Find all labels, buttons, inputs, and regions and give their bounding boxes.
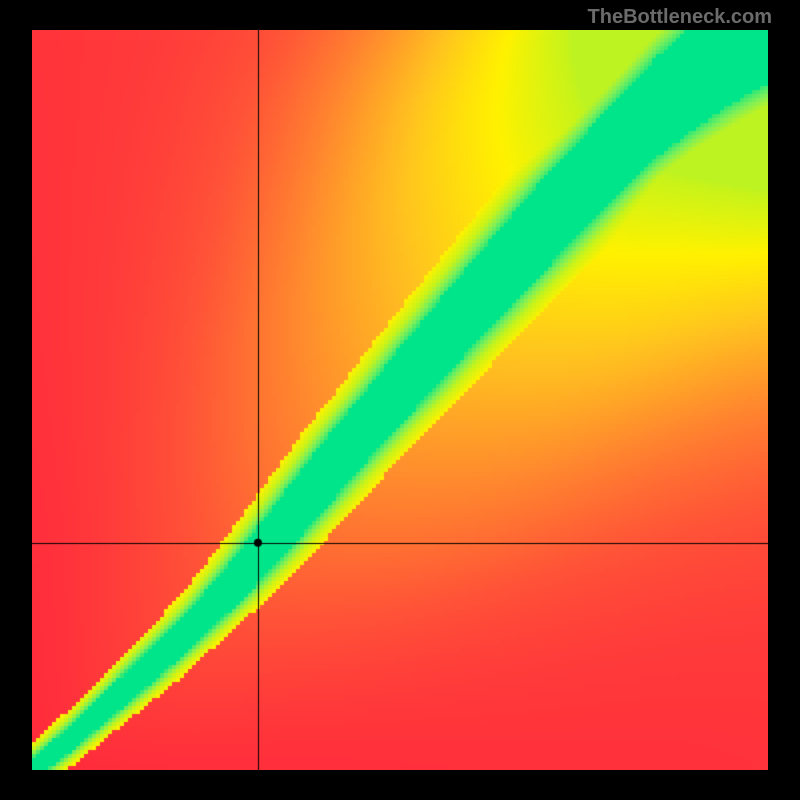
watermark-text: TheBottleneck.com (588, 6, 772, 29)
bottleneck-heatmap (32, 30, 768, 770)
